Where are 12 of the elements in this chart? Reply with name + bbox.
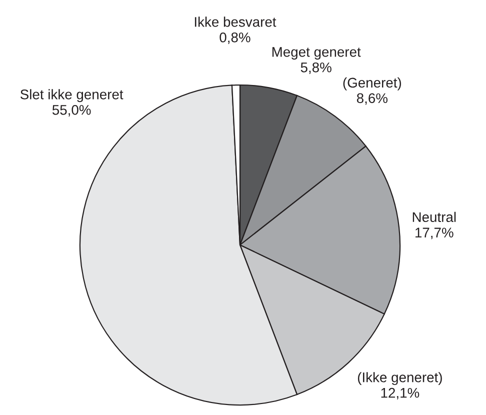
data-label: 5,8% <box>300 62 332 74</box>
data-label: 17,7% <box>416 228 454 240</box>
slice-label: Neutral <box>412 212 456 222</box>
data-label: 0,8% <box>220 32 250 44</box>
slice-label: (Generet) <box>343 77 402 90</box>
data-label: 55,0% <box>52 104 91 116</box>
slice-label: Ikke besvaret <box>194 16 276 27</box>
slice-label: Meget generet <box>272 47 361 60</box>
data-label: 12,1% <box>381 388 420 400</box>
data-label: 8,6% <box>356 93 388 105</box>
slice-label: Slet ikke generet <box>20 89 124 102</box>
slice-label: (Ikke generet) <box>358 372 442 386</box>
